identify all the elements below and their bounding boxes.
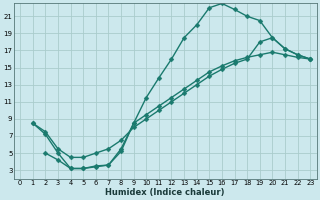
X-axis label: Humidex (Indice chaleur): Humidex (Indice chaleur) (106, 188, 225, 197)
